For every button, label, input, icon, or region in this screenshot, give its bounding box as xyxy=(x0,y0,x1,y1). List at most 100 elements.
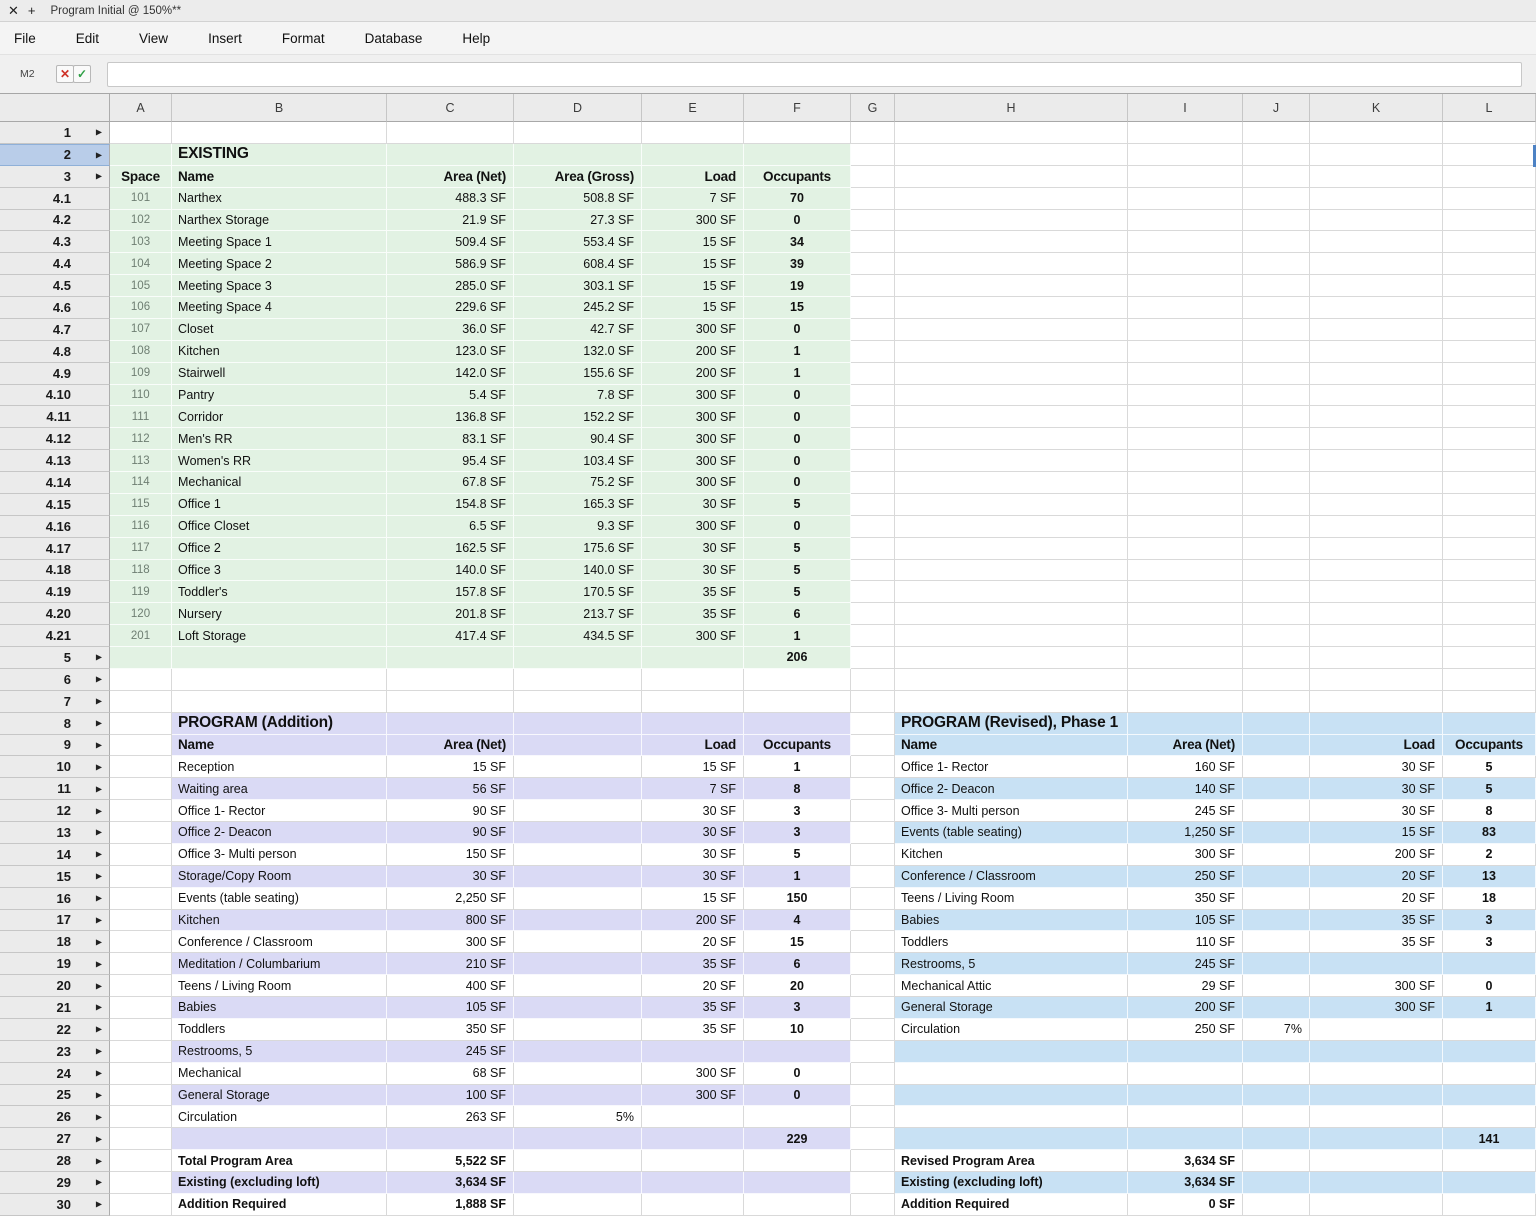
cell-E16[interactable]: 15 SF xyxy=(642,887,744,910)
row-disclosure-icon[interactable]: ▶ xyxy=(95,1068,102,1078)
cell-E15[interactable]: 30 SF xyxy=(642,865,744,888)
cell-D6[interactable] xyxy=(514,668,642,691)
cell-I8[interactable] xyxy=(1128,712,1243,735)
cell-A4.21[interactable]: 201 xyxy=(110,625,172,647)
cell-K4.2[interactable] xyxy=(1310,209,1443,232)
cell-K13[interactable]: 15 SF xyxy=(1310,822,1443,844)
cell-D4.11[interactable]: 152.2 SF xyxy=(514,406,642,429)
cell-H5[interactable] xyxy=(895,647,1128,669)
row-disclosure-icon[interactable]: ▶ xyxy=(95,849,102,859)
row-header-4.18[interactable]: 4.18 xyxy=(0,559,110,582)
cell-L17[interactable]: 3 xyxy=(1443,909,1536,932)
cell-I4.17[interactable] xyxy=(1128,537,1243,560)
cell-C17[interactable]: 800 SF xyxy=(387,909,514,932)
cell-K4.12[interactable] xyxy=(1310,428,1443,451)
cell-I27[interactable] xyxy=(1128,1128,1243,1151)
cell-H4.11[interactable] xyxy=(895,406,1128,429)
cell-B30[interactable]: Addition Required xyxy=(172,1193,387,1216)
row-header-25[interactable]: 25 ▶ xyxy=(0,1084,110,1107)
cell-J25[interactable] xyxy=(1243,1084,1310,1107)
row-header-4.4[interactable]: 4.4 xyxy=(0,253,110,276)
cell-H4.3[interactable] xyxy=(895,231,1128,254)
cell-H30[interactable]: Addition Required xyxy=(895,1193,1128,1216)
cell-L4.6[interactable] xyxy=(1443,297,1536,319)
cell-C12[interactable]: 90 SF xyxy=(387,800,514,822)
cell-F30[interactable] xyxy=(744,1193,851,1216)
cell-L12[interactable]: 8 xyxy=(1443,800,1536,822)
cell-F4.12[interactable]: 0 xyxy=(744,428,851,451)
cell-H22[interactable]: Circulation xyxy=(895,1018,1128,1041)
cell-C15[interactable]: 30 SF xyxy=(387,865,514,888)
cell-D21[interactable] xyxy=(514,997,642,1019)
cell-D4.1[interactable]: 508.8 SF xyxy=(514,187,642,210)
cell-E4.20[interactable]: 35 SF xyxy=(642,603,744,626)
cell-A4.9[interactable]: 109 xyxy=(110,362,172,385)
cell-I4.7[interactable] xyxy=(1128,318,1243,341)
cell-F6[interactable] xyxy=(744,668,851,691)
cell-A15[interactable] xyxy=(110,865,172,888)
cell-E29[interactable] xyxy=(642,1172,744,1194)
cell-I4.16[interactable] xyxy=(1128,515,1243,538)
cell-F23[interactable] xyxy=(744,1040,851,1063)
cell-I4.13[interactable] xyxy=(1128,450,1243,472)
cell-I4.9[interactable] xyxy=(1128,362,1243,385)
cell-L4.18[interactable] xyxy=(1443,559,1536,582)
cell-G11[interactable] xyxy=(851,778,895,801)
cancel-entry-icon[interactable]: ✕ xyxy=(56,65,74,83)
cell-B25[interactable]: General Storage xyxy=(172,1084,387,1107)
accept-entry-icon[interactable]: ✓ xyxy=(73,65,91,83)
cell-E4.9[interactable]: 200 SF xyxy=(642,362,744,385)
cell-D22[interactable] xyxy=(514,1018,642,1041)
cell-D30[interactable] xyxy=(514,1193,642,1216)
cell-K19[interactable] xyxy=(1310,953,1443,976)
row-header-18[interactable]: 18 ▶ xyxy=(0,931,110,954)
cell-J7[interactable] xyxy=(1243,690,1310,713)
cell-C8[interactable] xyxy=(387,712,514,735)
row-disclosure-icon[interactable]: ▶ xyxy=(95,1002,102,1012)
cell-D25[interactable] xyxy=(514,1084,642,1107)
cell-J20[interactable] xyxy=(1243,975,1310,997)
cell-A4.11[interactable]: 111 xyxy=(110,406,172,429)
cell-F4.18[interactable]: 5 xyxy=(744,559,851,582)
cell-G26[interactable] xyxy=(851,1106,895,1129)
cell-H2[interactable] xyxy=(895,143,1128,166)
cell-A4.15[interactable]: 115 xyxy=(110,493,172,516)
cell-H29[interactable]: Existing (excluding loft) xyxy=(895,1172,1128,1194)
row-disclosure-icon[interactable]: ▶ xyxy=(95,150,102,160)
cell-E4.14[interactable]: 300 SF xyxy=(642,472,744,494)
cell-C30[interactable]: 1,888 SF xyxy=(387,1193,514,1216)
cell-D4.14[interactable]: 75.2 SF xyxy=(514,472,642,494)
cell-K9[interactable]: Load xyxy=(1310,734,1443,757)
cell-G23[interactable] xyxy=(851,1040,895,1063)
cell-H4.1[interactable] xyxy=(895,187,1128,210)
cell-E7[interactable] xyxy=(642,690,744,713)
cell-H4.10[interactable] xyxy=(895,384,1128,407)
cell-J13[interactable] xyxy=(1243,822,1310,844)
cell-D4.20[interactable]: 213.7 SF xyxy=(514,603,642,626)
cell-J4.9[interactable] xyxy=(1243,362,1310,385)
cell-E4.3[interactable]: 15 SF xyxy=(642,231,744,254)
cell-B4.4[interactable]: Meeting Space 2 xyxy=(172,253,387,276)
cell-L4.8[interactable] xyxy=(1443,340,1536,363)
cell-C4.6[interactable]: 229.6 SF xyxy=(387,297,514,319)
cell-K7[interactable] xyxy=(1310,690,1443,713)
cell-J26[interactable] xyxy=(1243,1106,1310,1129)
cell-E12[interactable]: 30 SF xyxy=(642,800,744,822)
menu-item-edit[interactable]: Edit xyxy=(75,30,100,46)
cell-L4.7[interactable] xyxy=(1443,318,1536,341)
cell-E10[interactable]: 15 SF xyxy=(642,756,744,779)
cell-J29[interactable] xyxy=(1243,1172,1310,1194)
cell-A4.2[interactable]: 102 xyxy=(110,209,172,232)
cell-E4.15[interactable]: 30 SF xyxy=(642,493,744,516)
cell-K4.20[interactable] xyxy=(1310,603,1443,626)
cell-J4.13[interactable] xyxy=(1243,450,1310,472)
cell-A20[interactable] xyxy=(110,975,172,997)
cell-L4.2[interactable] xyxy=(1443,209,1536,232)
cell-C9[interactable]: Area (Net) xyxy=(387,734,514,757)
row-header-8[interactable]: 8 ▶ xyxy=(0,712,110,735)
cell-F24[interactable]: 0 xyxy=(744,1062,851,1085)
cell-I23[interactable] xyxy=(1128,1040,1243,1063)
cell-J4.11[interactable] xyxy=(1243,406,1310,429)
cell-C4.3[interactable]: 509.4 SF xyxy=(387,231,514,254)
cell-G27[interactable] xyxy=(851,1128,895,1151)
